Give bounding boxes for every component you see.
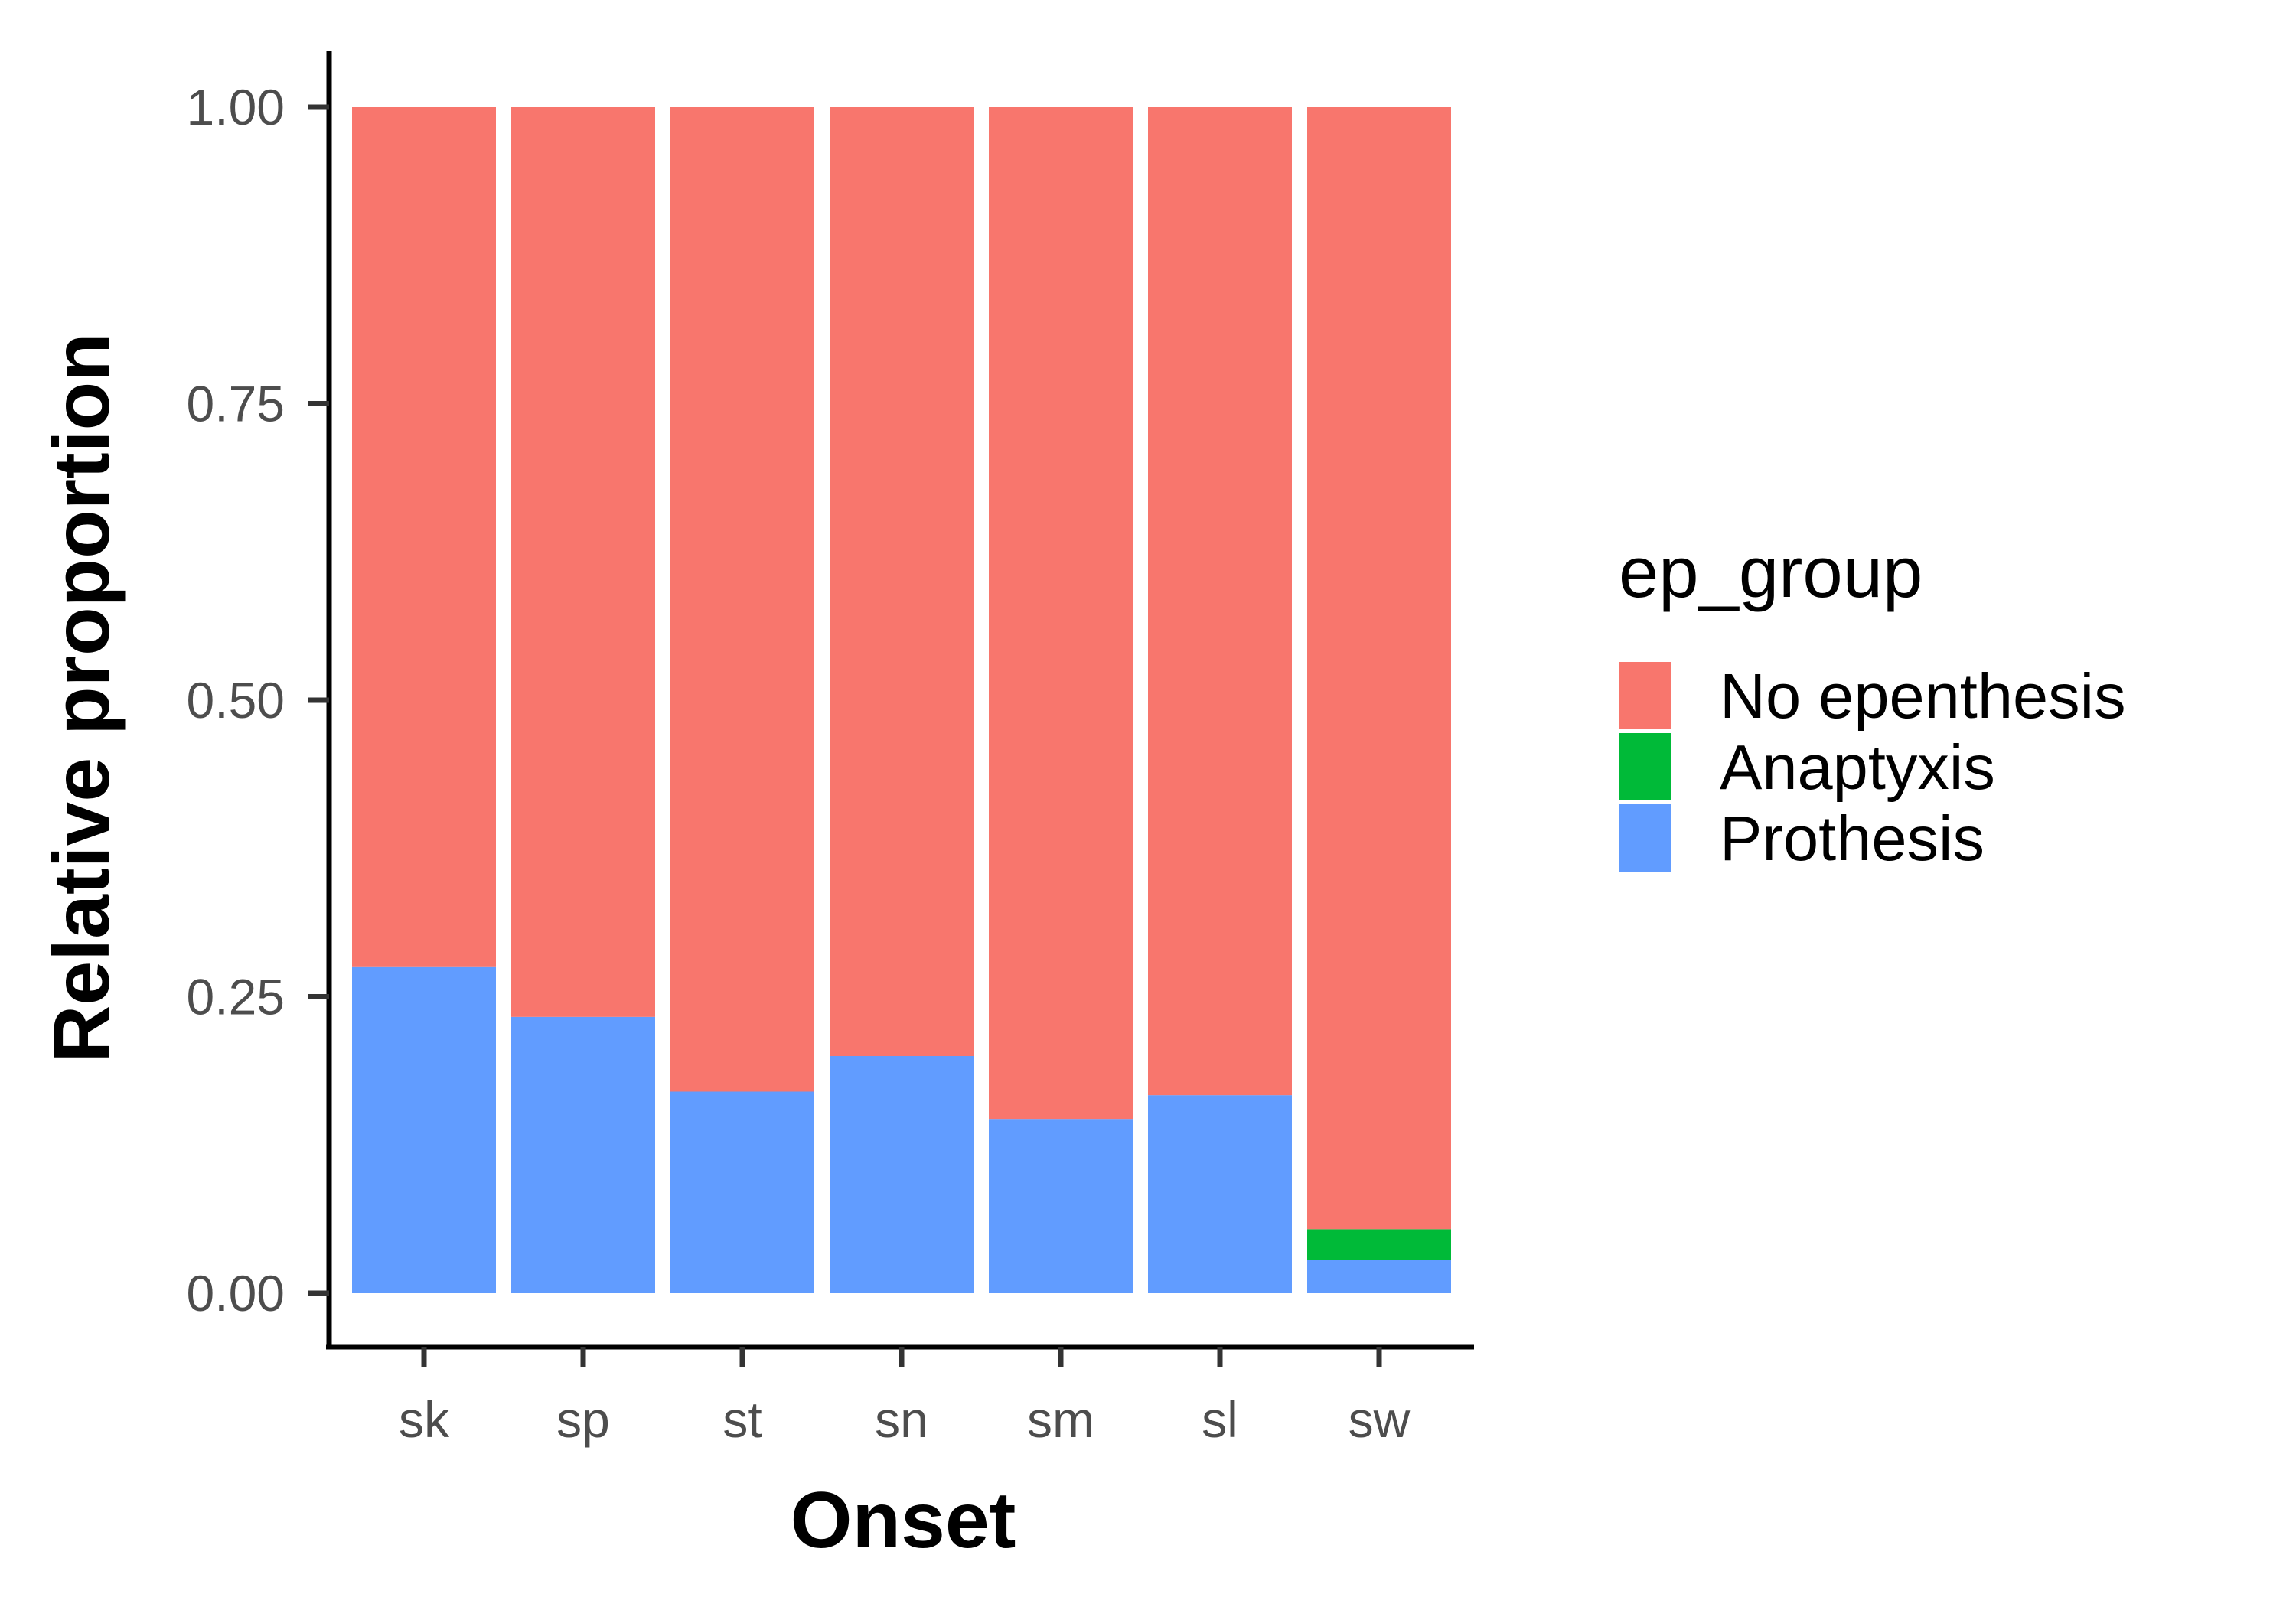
y-axis-title: Relative proportion [38, 333, 126, 1062]
x-tick-label: sp [556, 1391, 610, 1448]
x-tick-label: sw [1349, 1391, 1411, 1448]
bar-sl-no-epenthesis [1148, 107, 1292, 1096]
bar-sn-prothesis [830, 1056, 974, 1293]
bar-sn-no-epenthesis [830, 107, 974, 1056]
bars-layer [352, 107, 1451, 1293]
x-tick-label: sk [399, 1391, 450, 1448]
bar-st-prothesis [670, 1091, 814, 1293]
y-ticks: 0.00 0.25 0.50 0.75 1.00 [187, 79, 329, 1322]
x-ticks: sk sp st sn sm sl sw [399, 1347, 1411, 1448]
bar-sm-no-epenthesis [989, 107, 1133, 1120]
legend-swatch-no-epenthesis [1619, 662, 1671, 729]
bar-sl-prothesis [1148, 1095, 1292, 1293]
legend-swatch-prothesis [1619, 804, 1671, 872]
y-tick-label: 0.50 [187, 672, 285, 729]
bar-sp-no-epenthesis [511, 107, 655, 1017]
y-tick-label: 0.25 [187, 969, 285, 1025]
x-tick-label: sm [1027, 1391, 1094, 1448]
bar-sw-no-epenthesis [1307, 107, 1451, 1230]
bar-sp-prothesis [511, 1016, 655, 1293]
bar-sw-anaptyxis [1307, 1229, 1451, 1260]
bar-st-no-epenthesis [670, 107, 814, 1092]
bar-sk-prothesis [352, 966, 496, 1293]
y-tick-label: 1.00 [187, 79, 285, 135]
bar-sk-no-epenthesis [352, 107, 496, 967]
legend-label: Anaptyxis [1720, 732, 1995, 803]
bar-sw-prothesis [1307, 1260, 1451, 1293]
x-tick-label: sn [875, 1391, 928, 1448]
x-tick-label: sl [1202, 1391, 1238, 1448]
legend-title: ep_group [1619, 532, 1923, 612]
y-tick-label: 0.75 [187, 376, 285, 432]
legend-swatch-anaptyxis [1619, 733, 1671, 800]
x-tick-label: st [722, 1391, 762, 1448]
y-tick-label: 0.00 [187, 1265, 285, 1322]
legend-label: No epenthesis [1720, 660, 2126, 732]
legend-label: Prothesis [1720, 803, 1985, 874]
bar-sm-prothesis [989, 1119, 1133, 1293]
x-axis-title: Onset [791, 1476, 1016, 1565]
